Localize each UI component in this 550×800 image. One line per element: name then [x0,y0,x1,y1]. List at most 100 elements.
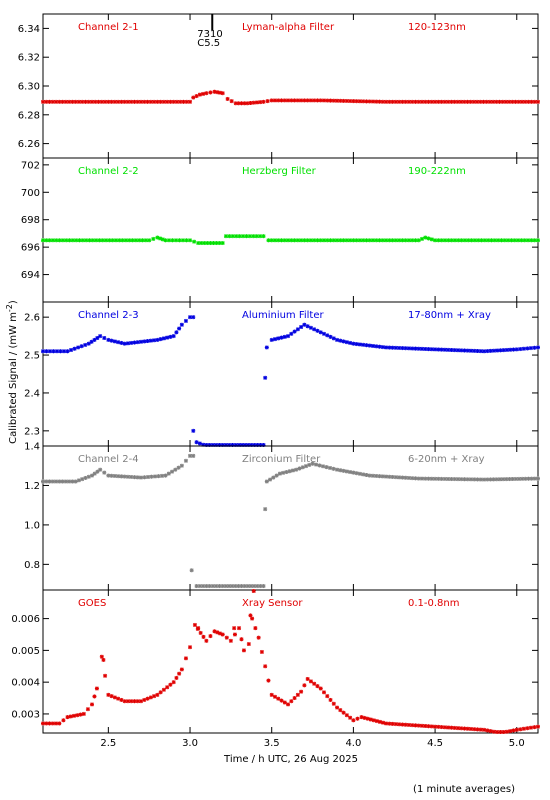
panel-1-ytick-label: 6.30 [18,82,40,93]
panel-3-data-point [161,336,166,341]
panel-4-data-point [397,475,402,480]
panel-3-data-point [168,334,173,339]
panel-4-data-point [410,476,415,481]
y-axis-label-superscript: -2 [5,304,14,312]
panel-5-data-point [208,634,213,639]
panel-3-ytick-label: 2.6 [24,313,40,324]
panel-5-data-point [305,676,310,681]
panel-2-ytick-label: 700 [21,188,40,199]
panel-5-data-point [92,694,97,699]
panel-1-data-point [70,99,75,104]
panel-5-data-point [295,692,300,697]
panel-1-channel-label: Channel 2-1 [78,22,139,33]
panel-1-data-point [269,98,274,103]
panel-5-ytick-label: 0.004 [11,678,40,689]
panel-4-data-point [80,477,85,482]
panel-3-data-point [76,345,81,350]
panel-2-data-point [426,236,431,241]
panel-5-data-point [99,654,104,659]
panel-5-data-point [331,701,336,706]
panel-1-ytick-label: 6.32 [18,53,40,64]
panel-5-data-point [359,715,364,720]
panel-3-outlier-point [191,428,196,433]
panel-5-data-point [148,695,153,700]
xtick-label: 3.0 [182,738,198,749]
panel-5-data-point [495,730,500,734]
panel-1-data-point [465,99,470,104]
panel-4-data-point [149,474,154,479]
panel-5-data-point [75,713,80,718]
panel-3-data-point [177,326,182,331]
panel-2-data-point [321,238,326,243]
panel-5-data-point [532,725,537,730]
panel-5-data-point [348,715,353,720]
y-axis-label-text: Calibrated Signal / (mW m [8,312,19,444]
panel-1-data-point [220,91,225,96]
panel-5-data-point [266,678,271,683]
panel-1-data-point [475,99,480,104]
panel-4-data-point [331,466,336,471]
panel-3-data-point [179,322,184,327]
panel-3-data-point [292,329,297,334]
panel-1-data-point [86,99,91,104]
panel-4-data-point [191,453,196,458]
panel-3-data-point [511,347,516,352]
panel-5-data-point [152,694,157,699]
panel-2-data-point [70,238,75,243]
xtick-label: 3.5 [264,738,280,749]
panel-4-data-point [139,475,144,480]
panel-1-data-point [122,99,127,104]
panel-4-data-point [321,464,326,469]
panel-5-data-point [220,632,225,637]
panel-1-data-point [152,99,157,104]
panel-1-data-point [204,91,209,96]
panel-2-data-point [344,238,349,243]
panel-4-data-point [384,474,389,479]
panel-3-data-point [95,336,100,340]
panel-5-data-point [368,717,373,722]
panel-3-ytick-label: 2.4 [24,388,40,399]
panel-4-data-point [364,472,369,477]
panel-5-data-point [344,713,349,718]
panel-2-data-point [64,238,69,243]
panel-4-data-point [176,465,181,470]
panel-4-data-point [112,473,117,478]
panel-1-data-point [225,96,230,101]
panel-4-data-point [348,470,353,475]
panel-5-data-point [355,716,360,721]
panel-5-data-point [161,687,166,692]
panel-1-data-point [523,99,528,104]
panel-5-data-point [276,696,281,701]
panel-3-data-point [79,344,84,349]
panel-4-data-point [328,465,333,470]
panel-4-data-point [173,467,178,472]
panel-5-data-point [135,699,140,704]
panel-2-data-point [196,241,201,246]
panel-5-data-point [253,626,258,631]
panel-4-data-point [268,477,273,482]
panel-3-channel-label: Channel 2-3 [78,310,139,321]
panel-1-filter-label: Lyman-alpha Filter [242,22,335,33]
panel-5-data-point [312,681,317,686]
panel-2-data-point [84,238,89,243]
panel-3-ytick-label: 2.5 [24,351,40,362]
panel-2-data-point [192,239,197,244]
panel-5-data-point [377,719,382,724]
panel-1-data-point [272,98,277,103]
panel-4-data-point [163,473,168,478]
panel-5-data-point [72,713,77,718]
panel-4-data-point [274,473,279,478]
panel-1-data-point [536,99,540,104]
panel-1-data-point [328,98,333,103]
panel-5-data-point [65,715,70,720]
panel-4-low-point [236,584,241,589]
panel-5-data-point [328,697,333,702]
panel-1-data-point [299,98,304,103]
panel-2-data-point [529,238,534,243]
panel-1-data-point [217,90,222,95]
panel-4-band-label: 6-20nm + Xray [408,454,485,465]
panel-3-data-point [155,337,160,342]
panel-5-band-label: 0.1-0.8nm [408,598,460,609]
